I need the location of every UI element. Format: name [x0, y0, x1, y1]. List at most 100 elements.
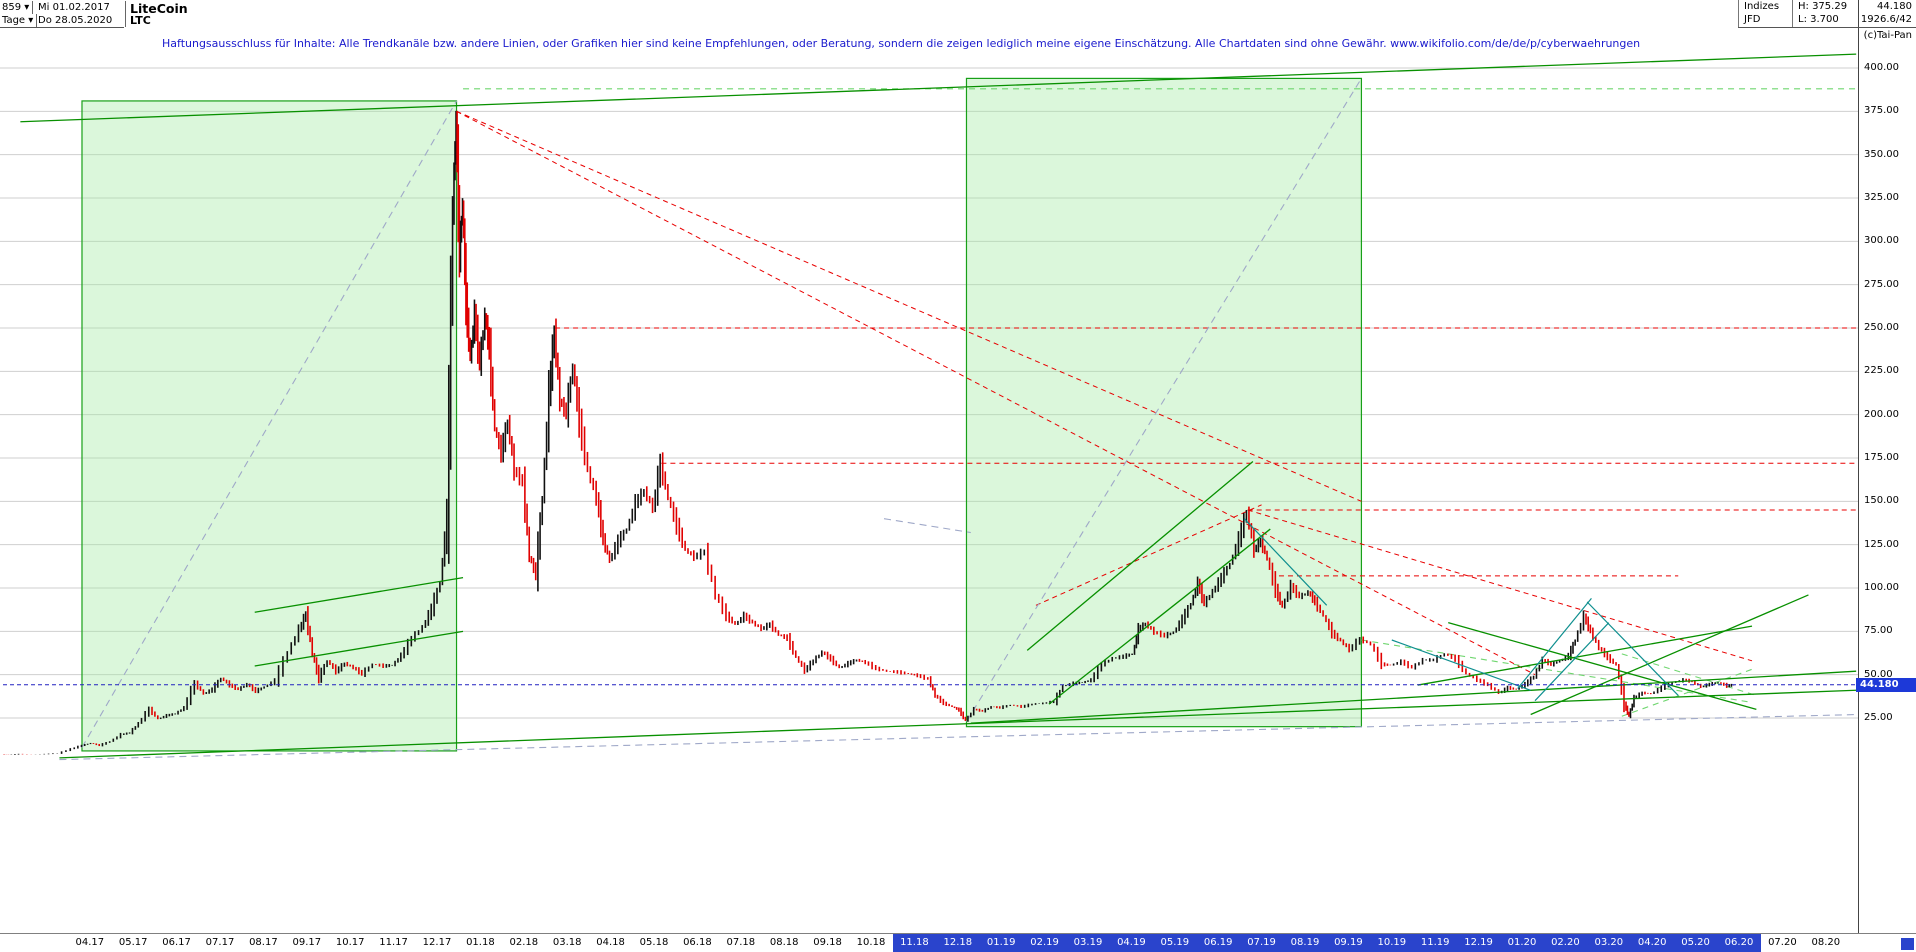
trendline-channel-2019-lower: [1048, 528, 1271, 705]
trendline-lg-falling: [1361, 639, 1753, 703]
date-tick-label: 04.17: [75, 937, 105, 948]
date-tick-label: 06.20: [1724, 937, 1754, 948]
timeframe: Tage: [2, 15, 26, 26]
price-tick-label: 250.00: [1864, 322, 1899, 333]
trendline-fan-rising-1: [1417, 625, 1753, 686]
date-tick-label: 11.17: [379, 937, 408, 948]
trendline-box2-diagonal: [966, 78, 1362, 722]
price-tick-label: 200.00: [1864, 408, 1899, 420]
last-price-header: 44.180: [1877, 1, 1912, 12]
broker-label: JFD: [1744, 14, 1761, 25]
corner-marker: [1901, 938, 1914, 950]
date-tick-label: 12.19: [1464, 937, 1493, 948]
trendline-fan-rising-2: [1530, 594, 1809, 716]
date-tick-label: 12.17: [422, 937, 452, 948]
date-tick-label: 08.17: [249, 937, 278, 948]
date-tick-label: 03.19: [1073, 937, 1103, 948]
price-tick-label: 225.00: [1864, 365, 1899, 377]
bars-count: 859: [2, 2, 22, 13]
date-tick-label: 07.18: [726, 937, 756, 948]
disclaimer-text: Haftungsausschluss für Inhalte: Alle Tre…: [162, 37, 1641, 50]
header-divider: [1738, 0, 1739, 27]
trendline-channel-2019-upper: [1026, 460, 1254, 651]
volume-value: 1926.6/42: [1860, 14, 1912, 25]
date-tick-label: 08.20: [1811, 937, 1841, 948]
price-tick-label: 325.00: [1864, 192, 1899, 203]
trendline-teal-falling-jul19: [1243, 518, 1328, 606]
end-date: Do 28.05.2020: [36, 14, 126, 27]
date-tick-label: 03.18: [552, 937, 582, 948]
trendline-channel-2017-lower: [254, 630, 464, 667]
price-tick-label: 400.00: [1864, 62, 1899, 73]
price-tick-label: 300.00: [1864, 235, 1899, 247]
copyright-label: (c)Tai-Pan: [1863, 30, 1912, 41]
last-price-tag: 44.180: [1856, 677, 1916, 692]
date-tick-label: 03.20: [1594, 937, 1624, 948]
price-tick-label: 175.00: [1864, 452, 1899, 463]
trendline-teal-falling-q419: [1391, 639, 1531, 691]
page-title: LiteCoin: [130, 1, 188, 16]
date-tick-label: 09.18: [813, 937, 842, 948]
date-tick-label: 11.18: [900, 937, 929, 948]
trendline-downtrend-2019: [1247, 509, 1753, 662]
price-tick-label: 25.00: [1864, 712, 1893, 723]
trendline-downtrend-secondary: [456, 110, 1362, 502]
trendline-teal-falling-mar20: [1586, 601, 1679, 696]
bars-count-dropdown[interactable]: 859 ▾: [0, 1, 34, 14]
date-tick-label: 05.18: [639, 937, 669, 948]
date-axis[interactable]: 04.17 05.17 06.17 07.17 08.17 09.17 10.17 11.17…: [0, 933, 1916, 952]
date-tick-label: 06.19: [1203, 937, 1233, 948]
chevron-down-icon: ▾: [24, 2, 30, 13]
date-tick-label: 10.19: [1377, 937, 1407, 948]
chevron-down-icon: ▾: [28, 15, 34, 26]
trendline-teal-rising-jan20: [1517, 598, 1592, 689]
trendline-teal-rising-jan20-b: [1534, 622, 1610, 702]
trendline-fan-falling: [1448, 622, 1757, 710]
trendline-short-level-nov18: [883, 518, 971, 534]
date-tick-label: 01.20: [1507, 937, 1537, 948]
date-tick-label: 08.19: [1290, 937, 1320, 948]
date-tick-label: 07.19: [1247, 937, 1276, 948]
price-tick-label: 50.00: [1864, 668, 1893, 680]
price-tick-label: 375.00: [1864, 105, 1899, 117]
date-tick-label: 01.18: [466, 937, 495, 948]
selected-range-band[interactable]: [892, 934, 1761, 952]
axis-separator: [1858, 0, 1859, 933]
date-tick-label: 10.18: [856, 937, 886, 948]
date-tick-label: 10.17: [335, 937, 365, 948]
high-value: H: 375.29: [1798, 1, 1848, 12]
date-tick-label: 04.20: [1637, 937, 1667, 948]
header-separator: [1738, 27, 1916, 28]
trendline-support-long: [59, 689, 1857, 759]
date-tick-label: 02.18: [509, 937, 539, 948]
header-separator: [0, 27, 124, 28]
header-divider: [1792, 0, 1793, 27]
date-tick-label: 01.19: [986, 937, 1016, 948]
trendline-wedge-up: [1621, 667, 1757, 717]
date-tick-label: 05.20: [1681, 937, 1710, 948]
date-tick-label: 04.19: [1117, 937, 1146, 948]
price-tick-label: 75.00: [1864, 625, 1893, 637]
price-tick-label: 150.00: [1864, 495, 1899, 507]
date-tick-label: 09.19: [1334, 937, 1363, 948]
date-tick-label: 07.17: [205, 937, 235, 948]
date-tick-label: 02.20: [1551, 937, 1580, 948]
date-tick-label: 09.17: [292, 937, 322, 948]
trendline-downtrend-main: [456, 110, 1536, 676]
price-tick-label: 350.00: [1864, 148, 1899, 160]
trendline-channel-2017-upper: [254, 576, 464, 613]
price-axis[interactable]: 400.00 375.00 350.00 325.00 300.00 275.00 250.…: [1859, 0, 1916, 933]
trendline-support-2019-2020: [970, 670, 1857, 724]
trendline-box1-diagonal: [81, 100, 458, 748]
price-tick-label: 100.00: [1864, 582, 1899, 593]
date-tick-label: 07.20: [1768, 937, 1797, 948]
price-tick-label: 125.00: [1864, 538, 1899, 550]
timeframe-dropdown[interactable]: Tage ▾: [0, 14, 38, 27]
start-date: Mi 01.02.2017: [36, 1, 126, 14]
date-tick-label: 12.18: [943, 937, 973, 948]
date-tick-label: 06.17: [162, 937, 191, 948]
symbol-label: LTC: [130, 14, 151, 27]
date-tick-label: 05.19: [1160, 937, 1190, 948]
